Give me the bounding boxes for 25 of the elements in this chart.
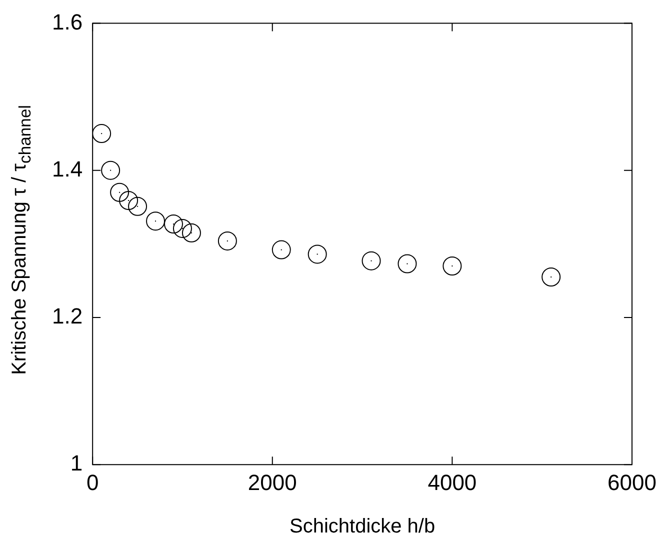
x-axis-title: Schichtdicke h/b (289, 516, 436, 538)
y-tick-label: 1 (70, 450, 83, 476)
y-tick-label: 1.6 (52, 9, 83, 34)
point (398, 254, 417, 274)
point (362, 251, 381, 270)
point (542, 268, 561, 287)
x-tick-label: 4000 (428, 470, 477, 495)
point (164, 214, 183, 234)
point (119, 190, 138, 210)
point (218, 231, 237, 250)
y-tick-label: 1.4 (52, 156, 83, 182)
point (182, 223, 201, 242)
x-tick-label: 6000 (608, 470, 656, 495)
x-tick-label: 0 (86, 470, 99, 495)
point (92, 124, 112, 144)
x-tick-label: 2000 (248, 470, 297, 495)
y-tick-label: 1.2 (52, 304, 83, 329)
point (442, 256, 462, 276)
point (101, 160, 120, 180)
point (272, 240, 291, 260)
point (110, 182, 130, 202)
point (308, 244, 327, 264)
point (172, 218, 192, 238)
point (146, 212, 166, 231)
point (128, 196, 148, 216)
